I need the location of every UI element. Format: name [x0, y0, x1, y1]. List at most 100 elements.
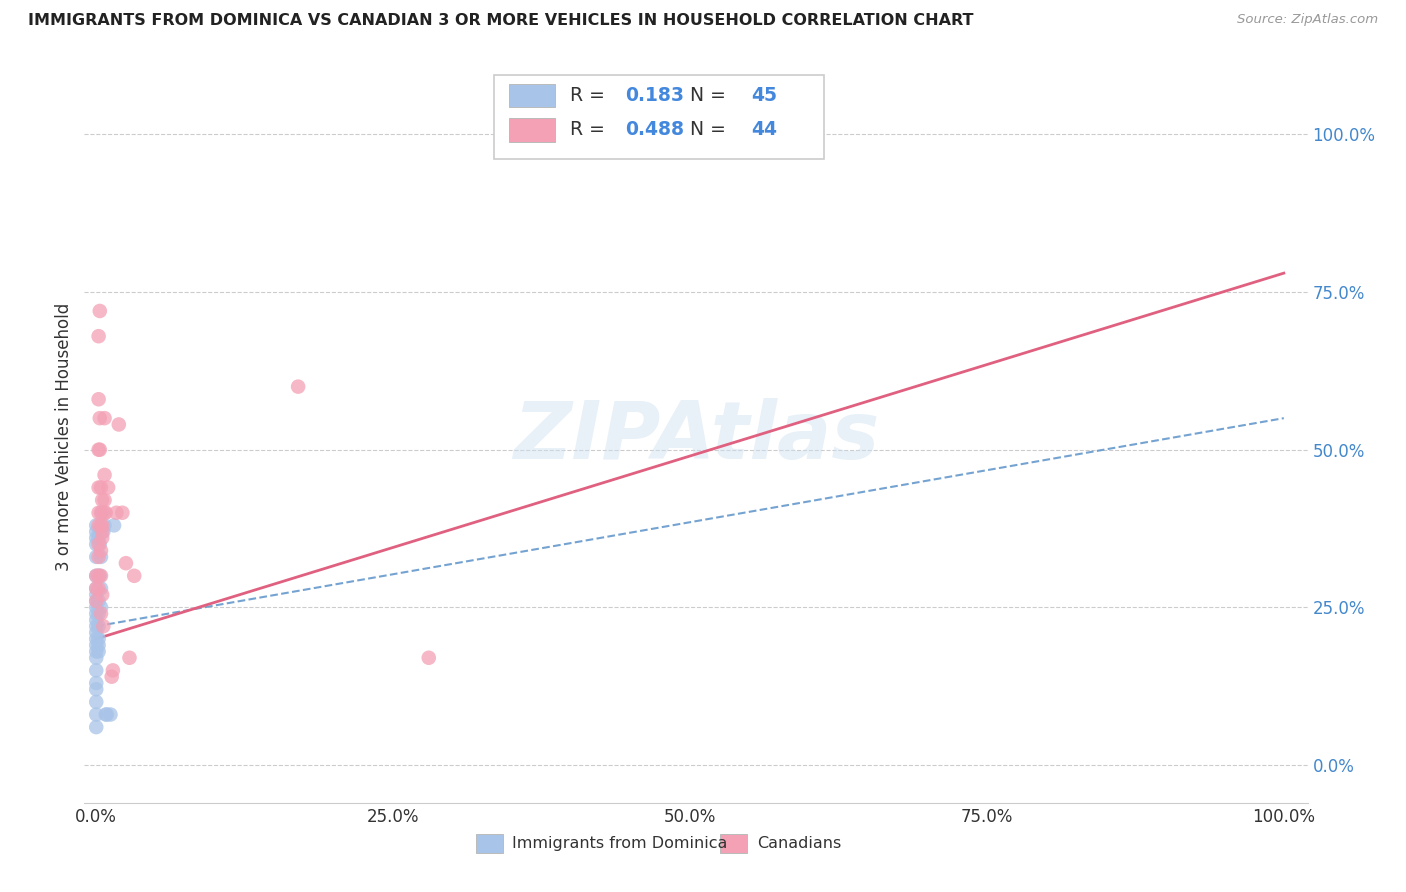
Point — [87, 531, 110, 545]
Bar — [509, 118, 555, 142]
Point — [93, 619, 115, 633]
Point — [122, 569, 145, 583]
Point — [87, 481, 110, 495]
Point — [107, 417, 129, 432]
FancyBboxPatch shape — [494, 75, 824, 159]
Point — [84, 594, 107, 608]
Point — [84, 607, 107, 621]
Point — [84, 600, 107, 615]
Point — [84, 644, 107, 658]
Point — [87, 607, 110, 621]
Point — [87, 632, 110, 646]
Point — [87, 518, 110, 533]
Point — [89, 537, 111, 551]
Point — [84, 720, 107, 734]
Point — [84, 518, 107, 533]
Point — [93, 493, 115, 508]
Point — [91, 588, 114, 602]
Point — [84, 632, 107, 646]
Point — [84, 625, 107, 640]
Point — [84, 664, 107, 678]
Point — [101, 664, 124, 678]
Point — [87, 537, 110, 551]
Point — [84, 569, 107, 583]
Point — [84, 638, 107, 652]
Point — [87, 594, 110, 608]
Text: R =: R = — [569, 120, 610, 139]
Point — [84, 531, 107, 545]
Text: Immigrants from Dominica: Immigrants from Dominica — [513, 836, 728, 851]
Point — [100, 707, 122, 722]
Point — [89, 411, 111, 425]
Text: 0.183: 0.183 — [626, 86, 685, 105]
Point — [91, 493, 114, 508]
Point — [87, 638, 110, 652]
Point — [87, 329, 110, 343]
Point — [84, 682, 107, 697]
Point — [93, 524, 115, 539]
Point — [89, 569, 111, 583]
Point — [87, 506, 110, 520]
Point — [93, 411, 115, 425]
Text: 45: 45 — [751, 86, 778, 105]
Text: Source: ZipAtlas.com: Source: ZipAtlas.com — [1237, 13, 1378, 27]
Point — [115, 556, 138, 570]
Point — [111, 506, 134, 520]
Text: R =: R = — [569, 86, 610, 105]
Point — [90, 569, 112, 583]
Text: ZIPAtlas: ZIPAtlas — [513, 398, 879, 476]
Point — [90, 607, 112, 621]
Point — [89, 304, 111, 318]
Point — [90, 600, 112, 615]
Point — [84, 537, 107, 551]
Text: N =: N = — [678, 86, 731, 105]
Point — [91, 524, 114, 539]
Point — [118, 650, 141, 665]
Point — [96, 707, 118, 722]
Point — [84, 619, 107, 633]
Point — [418, 650, 440, 665]
Point — [89, 442, 111, 457]
Point — [91, 531, 114, 545]
Point — [105, 506, 128, 520]
Point — [93, 518, 115, 533]
Point — [87, 392, 110, 407]
Point — [90, 582, 112, 596]
Point — [87, 549, 110, 564]
Point — [84, 569, 107, 583]
Point — [84, 582, 107, 596]
Point — [90, 543, 112, 558]
Text: IMMIGRANTS FROM DOMINICA VS CANADIAN 3 OR MORE VEHICLES IN HOUSEHOLD CORRELATION: IMMIGRANTS FROM DOMINICA VS CANADIAN 3 O… — [28, 13, 973, 29]
Point — [97, 481, 120, 495]
Point — [84, 524, 107, 539]
Point — [89, 524, 111, 539]
Point — [93, 506, 115, 520]
Point — [87, 442, 110, 457]
Point — [93, 467, 115, 482]
Point — [287, 379, 309, 393]
Point — [84, 676, 107, 690]
Point — [90, 518, 112, 533]
Point — [84, 650, 107, 665]
Point — [90, 549, 112, 564]
Point — [84, 549, 107, 564]
Point — [84, 707, 107, 722]
Point — [84, 594, 107, 608]
Point — [84, 588, 107, 602]
Point — [103, 518, 125, 533]
Point — [87, 582, 110, 596]
Point — [87, 569, 110, 583]
Point — [87, 644, 110, 658]
Text: N =: N = — [678, 120, 731, 139]
Point — [94, 506, 117, 520]
Point — [84, 695, 107, 709]
Point — [94, 707, 117, 722]
Bar — [509, 84, 555, 107]
Point — [91, 518, 114, 533]
Point — [91, 506, 114, 520]
Point — [87, 569, 110, 583]
Point — [100, 670, 122, 684]
Point — [84, 613, 107, 627]
Point — [90, 506, 112, 520]
Bar — [475, 834, 503, 853]
